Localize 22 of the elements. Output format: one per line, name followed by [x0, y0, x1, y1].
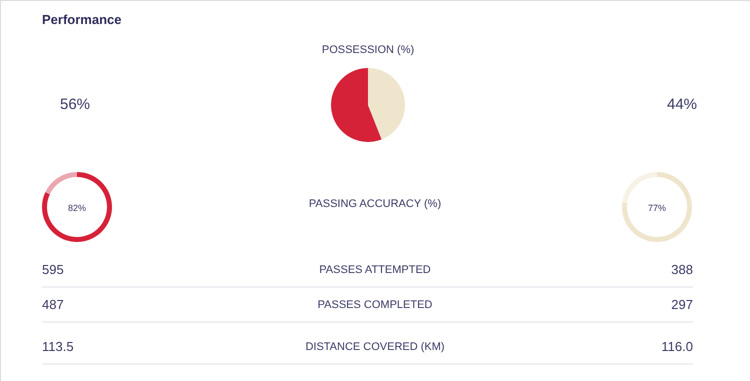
text: 116.0	[661, 339, 693, 354]
text: 113.5	[42, 339, 74, 354]
text: DISTANCE COVERED (KM)	[305, 341, 445, 353]
text: 487	[42, 297, 64, 312]
text: 44%	[666, 96, 698, 113]
text: 595	[42, 262, 64, 277]
pie-slice	[331, 68, 382, 142]
text: 56%	[60, 96, 90, 113]
chart-title: POSSESSION (%)	[322, 44, 414, 56]
data-label: 77%	[648, 203, 666, 213]
pie-slice	[368, 68, 405, 140]
text: PASSES COMPLETED	[318, 299, 432, 311]
donut-slice	[45, 172, 77, 194]
text: PASSING ACCURACY (%)	[308, 198, 442, 210]
text: PASSES ATTEMPTED	[319, 264, 431, 276]
text: Performance	[42, 12, 122, 27]
donut-slice	[42, 172, 112, 242]
donut-slice	[622, 172, 692, 242]
text: 297	[671, 297, 693, 312]
text: 388	[671, 262, 693, 277]
data-label: 82%	[68, 203, 86, 213]
donut-slice	[622, 172, 657, 204]
